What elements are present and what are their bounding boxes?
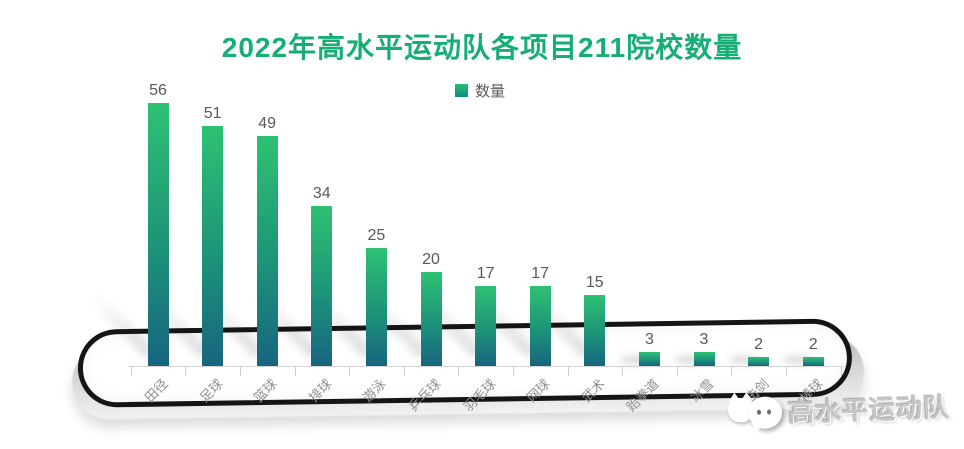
watermark: 高水平运动队 (727, 387, 951, 432)
bar (147, 103, 169, 366)
wechat-bubble-icon (747, 395, 783, 429)
x-axis-tick (622, 366, 624, 376)
bar-value-label: 20 (422, 251, 440, 268)
x-axis-tick (785, 366, 787, 376)
x-axis-line (128, 366, 844, 367)
bar (365, 248, 387, 366)
x-axis-tick (130, 366, 132, 376)
bar (256, 136, 278, 366)
bar (529, 286, 551, 366)
bar (638, 352, 660, 366)
bar (693, 352, 715, 366)
x-axis-tick (294, 366, 296, 376)
watermark-text: 高水平运动队 (787, 392, 951, 428)
bar-value-label: 56 (149, 82, 167, 99)
bar-shadow (783, 356, 814, 364)
bar (311, 206, 333, 366)
bar-value-label: 34 (312, 185, 331, 202)
legend: 数量 (455, 80, 505, 101)
bar-shadow (619, 356, 650, 364)
bar (584, 295, 606, 366)
legend-swatch-icon (455, 84, 468, 97)
bar (475, 286, 497, 366)
bar-value-label: 3 (699, 331, 709, 348)
bar-value-label: 2 (808, 336, 818, 353)
x-axis-tick (403, 366, 405, 376)
bar-value-label: 49 (258, 115, 277, 132)
bar (748, 357, 770, 366)
x-axis-tick (239, 366, 241, 376)
bar (802, 357, 824, 366)
x-axis-tick (731, 366, 733, 376)
bar-value-label: 17 (476, 265, 495, 282)
x-axis-tick (676, 366, 678, 376)
chart-title: 2022年高水平运动队各项目211院校数量 (221, 32, 743, 63)
x-axis-tick (458, 366, 460, 376)
bar-value-label: 17 (531, 265, 550, 282)
bar-value-label: 25 (367, 227, 386, 244)
bar-value-label: 51 (203, 105, 222, 122)
x-axis-tick (840, 366, 842, 376)
bar-value-label: 3 (644, 331, 654, 348)
bar-shadow (674, 356, 704, 364)
bar-shadow (728, 356, 759, 364)
bar (420, 272, 442, 366)
bar-value-label: 2 (754, 336, 764, 353)
x-axis-tick (185, 366, 187, 376)
x-axis-tick (349, 366, 351, 376)
legend-label: 数量 (475, 83, 506, 100)
x-axis-tick (512, 366, 514, 376)
bar-value-label: 15 (585, 274, 604, 291)
x-axis-tick (567, 366, 569, 376)
bar (202, 126, 224, 366)
